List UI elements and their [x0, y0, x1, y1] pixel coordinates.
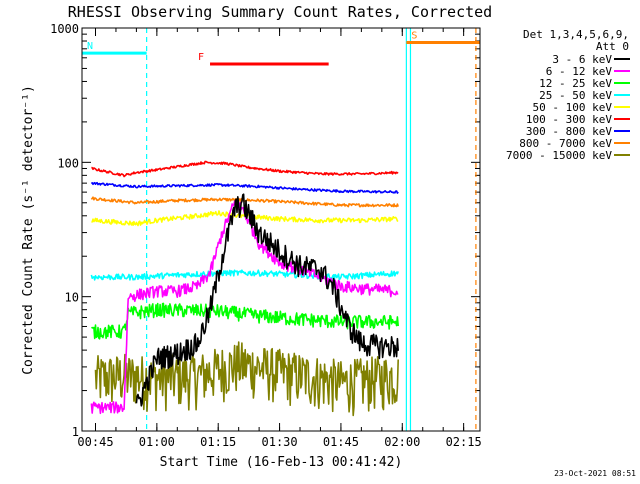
legend-header-line-2: Att 0 [596, 40, 629, 53]
y-tick-label-1: 10 [65, 291, 79, 305]
legend-label-8: 7000 - 15000 keV [506, 149, 612, 162]
timestamp: 23-Oct-2021 08:51 [554, 469, 636, 478]
x-tick-label-4: 01:45 [323, 435, 359, 449]
y-axis-label: Corrected Count Rate (s⁻¹ detector⁻¹) [21, 85, 36, 375]
x-tick-label-5: 02:00 [384, 435, 420, 449]
y-tick-label-2: 100 [57, 156, 79, 170]
legend-entry-3: 25 - 50 keV [539, 89, 612, 102]
legend-entry-6: 300 - 800 keV [526, 125, 612, 138]
legend-entry-7: 800 - 7000 keV [519, 137, 612, 150]
x-tick-label-6: 02:15 [446, 435, 482, 449]
legend-entry-1: 6 - 12 keV [546, 65, 613, 78]
chart-title: RHESSI Observing Summary Count Rates, Co… [68, 3, 492, 21]
x-axis-label: Start Time (16-Feb-13 00:41:42) [160, 455, 403, 470]
legend-entry-2: 12 - 25 keV [539, 77, 612, 90]
legend-label-2: 12 - 25 keV [539, 77, 612, 90]
legend-label-4: 50 - 100 keV [533, 101, 613, 114]
flag-label-F: F [198, 52, 204, 63]
plot-area: 00:45 01:00 01:15 01:30 01:45 02:00 02:15 1 10 10… [50, 22, 482, 449]
legend-label-6: 300 - 800 keV [526, 125, 612, 138]
flag-label-N: N [87, 41, 93, 52]
legend: 3 - 6 keV 6 - 12 keV 12 - 25 keV 25 - 50… [506, 53, 630, 162]
y-tick-label-0: 1 [72, 425, 79, 439]
y-tick-label-3: 1000 [50, 22, 79, 36]
legend-entry-0: 3 - 6 keV [552, 53, 612, 66]
x-tick-label-2: 01:15 [200, 435, 236, 449]
legend-label-1: 6 - 12 keV [546, 65, 613, 78]
series-line-5 [91, 160, 399, 178]
series-line-3 [90, 269, 399, 281]
series-line-0 [135, 193, 399, 407]
x-tick-label-1: 01:00 [139, 435, 175, 449]
flag-label-S: S [411, 30, 417, 41]
x-tick-label-3: 01:30 [262, 435, 298, 449]
plot-frame [81, 27, 481, 432]
series-line-6 [90, 181, 399, 194]
legend-entry-8: 7000 - 15000 keV [506, 149, 612, 162]
series-line-7 [90, 196, 399, 208]
legend-label-0: 3 - 6 keV [552, 53, 612, 66]
x-tick-label-0: 00:45 [77, 435, 113, 449]
legend-entry-5: 100 - 300 keV [526, 113, 612, 126]
legend-label-7: 800 - 7000 keV [519, 137, 612, 150]
legend-label-5: 100 - 300 keV [526, 113, 612, 126]
legend-entry-4: 50 - 100 keV [533, 101, 613, 114]
legend-label-3: 25 - 50 keV [539, 89, 612, 102]
legend-header-line-1: Det 1,3,4,5,6,9, [523, 28, 629, 41]
